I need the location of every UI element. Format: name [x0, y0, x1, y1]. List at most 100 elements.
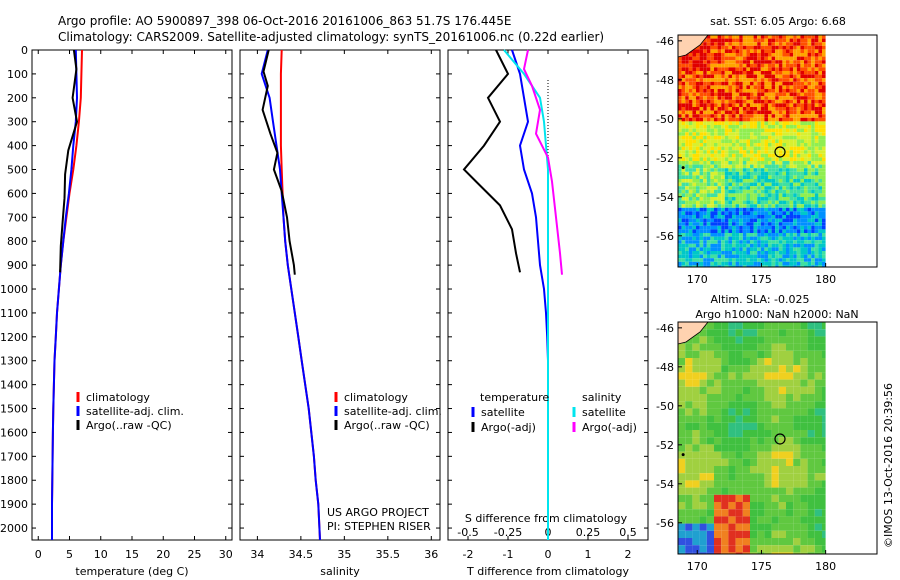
- map-cell: [768, 60, 772, 64]
- map-cell: [807, 225, 812, 230]
- map-cell: [822, 89, 826, 93]
- map-cell: [771, 229, 776, 233]
- map-cell: [775, 114, 779, 118]
- map-cell: [681, 107, 686, 111]
- map-cell: [768, 258, 772, 262]
- map-cell: [822, 85, 826, 89]
- map-cell: [728, 322, 736, 330]
- map-cell: [764, 487, 772, 495]
- map-cell: [814, 487, 822, 495]
- map-cell: [775, 179, 779, 183]
- map-cell: [793, 451, 801, 459]
- map-cell: [811, 261, 815, 266]
- map-cell: [717, 81, 722, 86]
- map-cell: [728, 229, 732, 233]
- map-cell: [768, 197, 772, 201]
- map-cell: [822, 128, 826, 133]
- map-cell: [771, 422, 779, 430]
- map-cell: [786, 182, 790, 187]
- map-cell: [804, 197, 808, 201]
- map-cell: [717, 71, 722, 75]
- map-cell: [814, 74, 819, 79]
- map-cell: [793, 99, 797, 104]
- map-cell: [786, 117, 790, 122]
- map-cell: [706, 38, 711, 43]
- map-cell: [771, 107, 776, 111]
- map-cell: [717, 85, 722, 89]
- map-cell: [746, 179, 750, 183]
- map-cell: [804, 107, 808, 111]
- map-cell: [678, 379, 686, 387]
- map-cell: [778, 487, 786, 495]
- map-cell: [764, 53, 768, 57]
- map-cell: [724, 132, 729, 136]
- map-cell: [775, 222, 779, 226]
- map-cell: [764, 538, 772, 546]
- map-cell: [742, 258, 747, 262]
- map-cell: [764, 179, 768, 183]
- map-cell: [818, 182, 822, 187]
- map-cell: [721, 117, 725, 122]
- map-cell: [714, 466, 722, 474]
- map-cell: [714, 103, 718, 107]
- map-cell: [710, 197, 714, 201]
- map-cell: [699, 53, 704, 57]
- map-cell: [818, 222, 822, 226]
- map-cell: [796, 247, 801, 251]
- map-cell: [678, 132, 682, 136]
- map-cell: [793, 92, 797, 97]
- map-cell: [688, 114, 693, 118]
- map-cell: [764, 143, 768, 147]
- map-cell: [706, 135, 711, 140]
- map-cell: [800, 240, 804, 244]
- map-cell: [800, 107, 804, 111]
- map-cell: [699, 494, 707, 502]
- map-cell: [764, 473, 772, 481]
- map-cell: [807, 92, 812, 97]
- map-cell: [692, 132, 696, 136]
- x-tick-label: 34.5: [289, 548, 314, 561]
- map-cell: [717, 132, 722, 136]
- map-cell: [793, 254, 797, 259]
- map-cell: [692, 466, 700, 474]
- map-cell: [746, 117, 750, 122]
- map-cell: [822, 81, 826, 86]
- map-cell: [703, 197, 707, 201]
- map-cell: [735, 164, 740, 169]
- map-cell: [710, 150, 714, 154]
- map-cell: [796, 63, 801, 68]
- map-cell: [681, 229, 686, 233]
- map-cell: [685, 261, 689, 266]
- map-cell: [811, 128, 815, 133]
- map-cell: [706, 236, 711, 241]
- map-cell: [753, 175, 758, 179]
- map-cell: [703, 63, 707, 68]
- map-x-tick-label: 180: [815, 560, 836, 573]
- y-tick-label: 400: [7, 140, 28, 153]
- map-cell: [703, 207, 707, 212]
- map-cell: [750, 437, 758, 445]
- map-cell: [822, 480, 826, 488]
- map-cell: [782, 240, 786, 244]
- map-cell: [782, 71, 786, 75]
- map-cell: [724, 71, 729, 75]
- x-tick-label: 34: [250, 548, 264, 561]
- map-cell: [692, 197, 696, 201]
- map-cell: [735, 229, 740, 233]
- map-cell: [750, 96, 754, 100]
- map-cell: [746, 92, 750, 97]
- map-cell: [742, 408, 750, 416]
- map-cell: [771, 401, 779, 409]
- map-cell: [742, 117, 747, 122]
- map-cell: [768, 168, 772, 172]
- map-cell: [685, 251, 689, 255]
- map-cell: [750, 358, 758, 366]
- map-cell: [685, 92, 689, 97]
- map-cell: [703, 135, 707, 140]
- map-cell: [750, 458, 758, 466]
- map-cell: [818, 89, 822, 93]
- map-cell: [778, 430, 786, 438]
- map-cell: [818, 128, 822, 133]
- map-cell: [678, 114, 682, 118]
- map-cell: [796, 110, 801, 115]
